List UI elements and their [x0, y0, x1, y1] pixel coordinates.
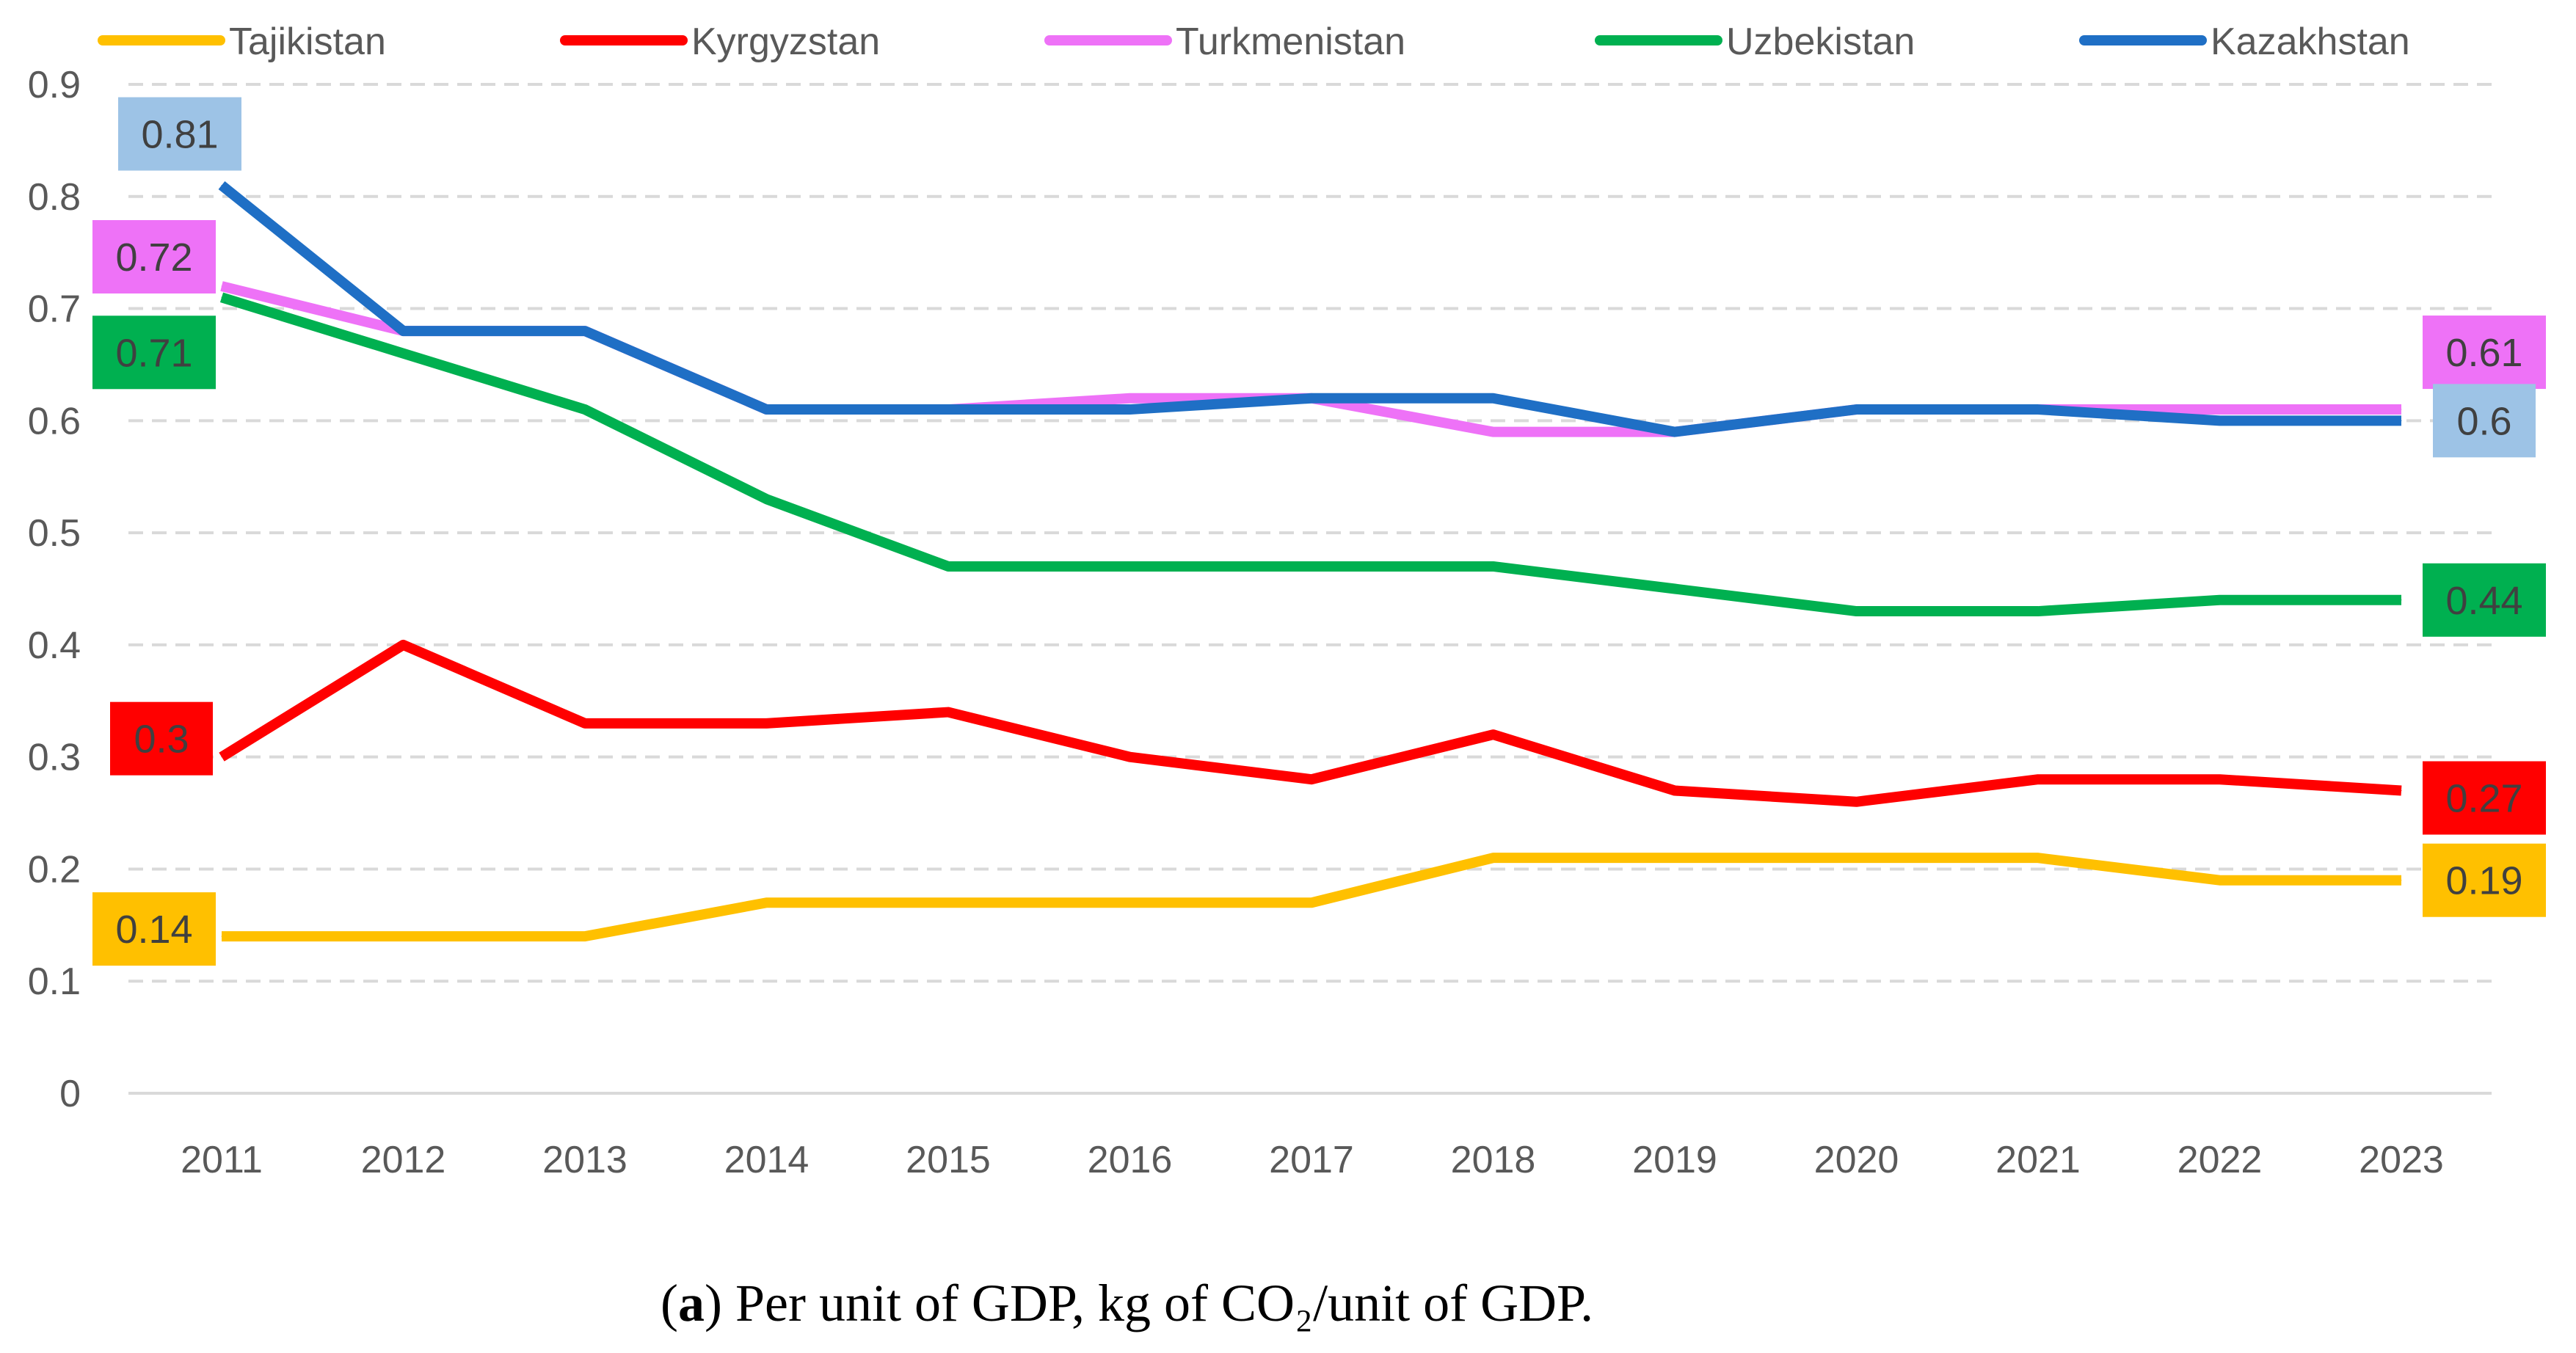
legend: Tajikistan Kyrgyzstan Turkmenistan Uzbekist…: [98, 21, 2410, 63]
x-axis-ticks: 2011 2012 2013 2014 2015 2016 2017 2018 2019 2020…: [181, 1139, 2444, 1181]
data-point-kazakhstan: [584, 330, 586, 332]
data-point-kyrgyzstan: [2401, 790, 2402, 791]
y-tick-label: 0.5: [28, 512, 81, 555]
y-axis-ticks: 0 0.1 0.2 0.3 0.4 0.5 0.6 0.7 0.8 0.9: [28, 64, 81, 1115]
legend-label-kyrgyzstan: Kyrgyzstan: [691, 21, 880, 63]
data-point-tajikistan: [766, 902, 767, 903]
data-point-uzbekistan: [2037, 610, 2039, 612]
gridlines: [128, 83, 2492, 983]
data-point-kyrgyzstan: [403, 644, 404, 646]
data-label-last-kazakhstan: 0.6: [2456, 399, 2511, 443]
x-tick-label: 2012: [361, 1139, 446, 1181]
data-point-kyrgyzstan: [1856, 801, 1857, 803]
data-point-kazakhstan: [1129, 409, 1130, 410]
y-tick-label: 0.9: [28, 64, 81, 106]
data-point-kyrgyzstan: [2037, 778, 2039, 780]
legend-label-tajikistan: Tajikistan: [229, 21, 386, 63]
y-tick-label: 0.7: [28, 288, 81, 331]
data-point-kyrgyzstan: [1674, 790, 1676, 791]
data-label-last-uzbekistan: 0.44: [2445, 579, 2522, 623]
data-point-uzbekistan: [766, 498, 767, 500]
data-point-kazakhstan: [947, 409, 949, 410]
x-tick-label: 2022: [2177, 1139, 2263, 1181]
caption-text: ) Per unit of GDP, kg of CO₂/unit of GDP…: [704, 1274, 1594, 1332]
data-point-turkmenistan: [2219, 409, 2220, 410]
data-point-kazakhstan: [403, 330, 404, 332]
x-tick-label: 2017: [1269, 1139, 1354, 1181]
x-tick-label: 2015: [906, 1139, 991, 1181]
y-tick-label: 0.8: [28, 176, 81, 219]
data-label-last-turkmenistan-box: [2423, 316, 2546, 390]
data-point-tajikistan: [947, 902, 949, 903]
data-label-last-turkmenistan: 0.61: [2445, 331, 2522, 375]
data-point-uzbekistan: [403, 353, 404, 354]
y-tick-label: 0.6: [28, 400, 81, 442]
x-tick-label: 2018: [1451, 1139, 1536, 1181]
series-line-kyrgyzstan: [219, 639, 2402, 807]
data-label-first-turkmenistan: 0.72: [115, 236, 192, 280]
data-point-tajikistan: [1311, 902, 1312, 903]
x-tick-label: 2013: [542, 1139, 627, 1181]
y-tick-label: 0.2: [28, 848, 81, 891]
x-tick-label: 2021: [1995, 1139, 2081, 1181]
x-tick-label: 2020: [1814, 1139, 1899, 1181]
series-line-uzbekistan: [219, 292, 2401, 617]
data-point-kazakhstan: [1674, 431, 1676, 433]
data-label-first-tajikistan-box: [92, 892, 216, 966]
series-lines: [218, 181, 2402, 942]
data-point-tajikistan: [1129, 902, 1130, 903]
data-point-tajikistan: [403, 936, 404, 937]
y-tick-label: 0.3: [28, 737, 81, 779]
y-tick-label: 0.1: [28, 960, 81, 1003]
data-point-uzbekistan: [2401, 599, 2402, 601]
data-label-last-kyrgyzstan-box: [2423, 761, 2546, 835]
x-tick-label: 2019: [1632, 1139, 1717, 1181]
data-point-turkmenistan: [2401, 409, 2402, 410]
data-point-kyrgyzstan: [1129, 756, 1130, 758]
x-tick-label: 2016: [1088, 1139, 1173, 1181]
caption-bold: a: [677, 1274, 705, 1332]
data-point-uzbekistan: [584, 409, 586, 410]
data-point-kyrgyzstan: [1311, 778, 1312, 780]
data-label-first-uzbekistan: 0.71: [115, 331, 192, 375]
data-point-kyrgyzstan: [2219, 778, 2220, 780]
data-point-kazakhstan: [1856, 409, 1857, 410]
data-label-first-turkmenistan-box: [92, 220, 216, 293]
data-labels: 0.14 0.19 0.3 0.27 0.72 0.61 0.71 0.44 0.81 0.6: [92, 97, 2546, 966]
data-point-kazakhstan: [2037, 409, 2039, 410]
data-label-last-uzbekistan-box: [2423, 563, 2546, 637]
data-label-first-kyrgyzstan: 0.3: [134, 718, 189, 762]
data-point-tajikistan: [584, 936, 586, 937]
figure-caption: (a) Per unit of GDP, kg of CO₂/unit of G…: [661, 1274, 1594, 1332]
data-point-uzbekistan: [1856, 610, 1857, 612]
data-label-last-kyrgyzstan: 0.27: [2445, 777, 2522, 821]
data-label-last-tajikistan: 0.19: [2445, 859, 2522, 903]
data-label-last-kazakhstan-box: [2433, 384, 2536, 458]
data-point-uzbekistan: [2219, 599, 2220, 601]
legend-label-uzbekistan: Uzbekistan: [1726, 21, 1915, 63]
x-tick-label: 2014: [724, 1139, 809, 1181]
y-tick-label: 0: [59, 1073, 81, 1115]
data-point-kazakhstan: [2219, 420, 2220, 421]
data-label-first-kyrgyzstan-box: [110, 701, 213, 776]
x-tick-label: 2011: [181, 1139, 263, 1181]
data-label-last-tajikistan-box: [2423, 843, 2546, 917]
x-tick-label: 2023: [2359, 1139, 2444, 1181]
y-tick-label: 0.4: [28, 624, 81, 667]
data-label-first-kazakhstan: 0.81: [141, 113, 218, 157]
data-point-kazakhstan: [766, 409, 767, 410]
legend-label-kazakhstan: Kazakhstan: [2211, 21, 2410, 63]
data-label-first-uzbekistan-box: [92, 316, 216, 390]
data-label-first-kazakhstan-box: [118, 97, 241, 171]
data-point-kazakhstan: [2401, 420, 2402, 421]
data-label-first-tajikistan: 0.14: [115, 908, 192, 952]
data-point-uzbekistan: [1674, 588, 1676, 589]
legend-label-turkmenistan: Turkmenistan: [1176, 21, 1405, 63]
